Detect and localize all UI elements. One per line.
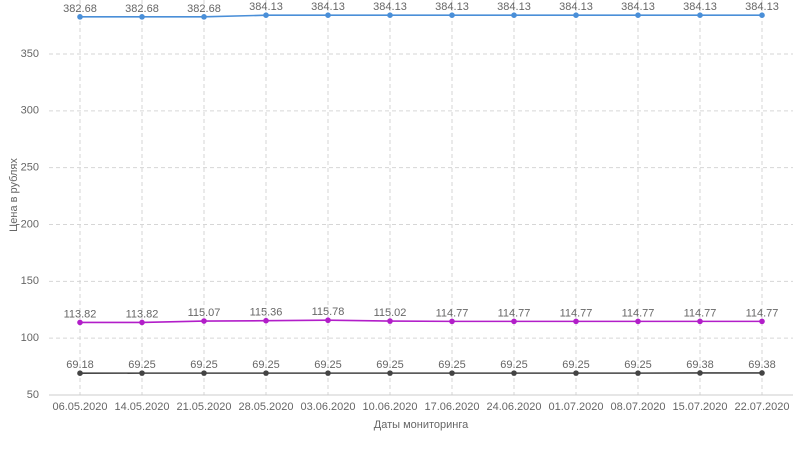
data-point: [511, 370, 517, 376]
data-point: [573, 318, 579, 325]
data-label: 114.77: [622, 307, 655, 319]
data-point: [263, 370, 269, 376]
data-label: 69.18: [66, 359, 94, 371]
data-label: 384.13: [311, 1, 345, 13]
data-point: [325, 370, 331, 376]
data-label: 382.68: [187, 3, 221, 15]
data-label: 113.82: [64, 308, 97, 320]
data-point: [77, 319, 83, 326]
data-point: [77, 14, 83, 20]
data-point: [697, 370, 703, 376]
data-point: [759, 370, 765, 376]
data-point: [635, 370, 641, 376]
data-point: [573, 12, 579, 18]
data-label: 69.38: [748, 359, 776, 371]
data-label: 114.77: [746, 307, 779, 319]
data-label: 69.25: [314, 359, 342, 371]
data-point: [449, 12, 455, 18]
x-tick-label: 17.06.2020: [424, 401, 479, 413]
data-label: 114.77: [684, 307, 717, 319]
data-point: [511, 318, 517, 325]
data-point: [697, 12, 703, 18]
data-label: 382.68: [63, 3, 97, 15]
data-point: [759, 12, 765, 18]
data-label: 69.25: [624, 359, 652, 371]
data-label: 69.25: [438, 359, 466, 371]
y-axis-title: Цена в рублях: [8, 158, 20, 232]
data-point: [449, 370, 455, 376]
x-tick-label: 03.06.2020: [300, 401, 355, 413]
y-tick-label: 100: [21, 332, 39, 344]
data-label: 114.77: [498, 307, 531, 319]
data-label: 384.13: [497, 1, 531, 13]
y-tick-label: 50: [27, 389, 39, 401]
data-point: [139, 14, 145, 20]
x-tick-label: 14.05.2020: [114, 401, 169, 413]
x-tick-label: 28.05.2020: [238, 401, 293, 413]
x-tick-label: 22.07.2020: [734, 401, 789, 413]
x-tick-label: 06.05.2020: [52, 401, 107, 413]
x-tick-label: 01.07.2020: [548, 401, 603, 413]
data-point: [263, 12, 269, 18]
data-point: [697, 318, 703, 325]
series-line: [80, 319, 762, 324]
data-point: [635, 318, 641, 325]
data-point: [449, 318, 455, 325]
data-point: [759, 318, 765, 325]
data-label: 384.13: [249, 1, 283, 13]
data-label: 69.25: [190, 359, 218, 371]
data-label: 384.13: [559, 1, 593, 13]
data-label: 115.36: [250, 307, 283, 319]
data-label: 69.38: [686, 359, 714, 371]
data-label: 115.02: [374, 307, 407, 319]
y-tick-label: 150: [21, 275, 39, 287]
x-tick-label: 10.06.2020: [362, 401, 417, 413]
data-point: [325, 317, 331, 324]
data-label: 115.78: [312, 306, 345, 318]
data-label: 384.13: [745, 1, 779, 13]
y-tick-label: 300: [21, 105, 39, 117]
data-label: 384.13: [373, 1, 407, 13]
data-point: [77, 370, 83, 376]
y-tick-label: 350: [21, 48, 39, 60]
data-label: 114.77: [436, 307, 469, 319]
data-point: [387, 12, 393, 18]
data-label: 384.13: [435, 1, 469, 13]
data-label: 114.77: [560, 307, 593, 319]
data-label: 69.25: [500, 359, 528, 371]
x-tick-label: 08.07.2020: [610, 401, 665, 413]
data-point: [511, 12, 517, 18]
data-point: [139, 370, 145, 376]
data-label: 69.25: [376, 359, 404, 371]
x-tick-label: 15.07.2020: [672, 401, 727, 413]
data-label: 384.13: [683, 1, 717, 13]
data-label: 69.25: [128, 359, 156, 371]
x-axis-title: Даты мониторинга: [374, 419, 469, 431]
data-label: 113.82: [126, 308, 159, 320]
data-point: [387, 370, 393, 376]
data-point: [263, 317, 269, 324]
data-point: [325, 12, 331, 18]
y-tick-label: 250: [21, 162, 39, 174]
data-point: [139, 319, 145, 326]
x-tick-label: 24.06.2020: [486, 401, 541, 413]
data-label: 115.07: [188, 307, 221, 319]
data-label: 69.25: [562, 359, 590, 371]
data-point: [635, 12, 641, 18]
data-point: [201, 370, 207, 376]
data-point: [201, 318, 207, 324]
data-point: [387, 318, 393, 324]
data-label: 69.25: [252, 359, 280, 371]
data-point: [201, 14, 207, 20]
data-label: 384.13: [621, 1, 655, 13]
data-point: [573, 370, 579, 376]
series-line: [80, 14, 762, 18]
y-tick-label: 200: [21, 218, 39, 230]
data-label: 382.68: [125, 3, 159, 15]
x-tick-label: 21.05.2020: [176, 401, 231, 413]
